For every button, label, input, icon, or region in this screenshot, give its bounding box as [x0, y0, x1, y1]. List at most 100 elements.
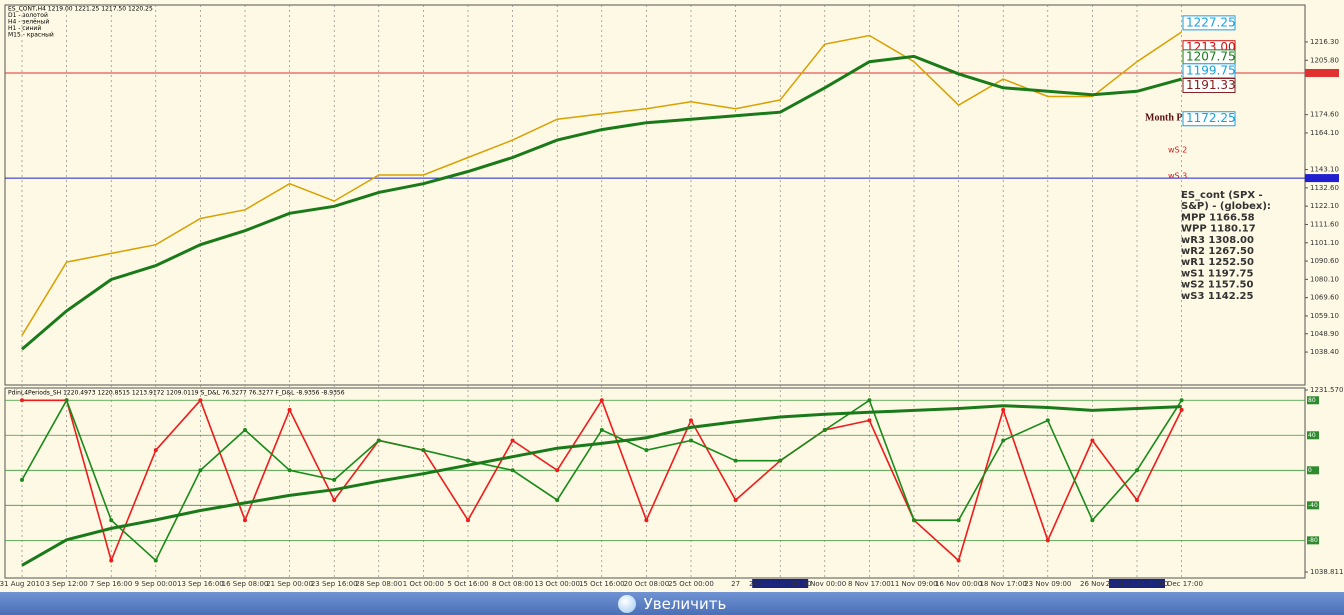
x-tick-label: 15 Oct 16:00	[579, 580, 625, 588]
x-tick-label: 31 Aug 2010	[0, 580, 44, 588]
osc-tick-box	[1307, 396, 1319, 405]
annotation: wS 3	[1168, 172, 1187, 181]
osc-point	[555, 468, 560, 473]
osc-tick-label: 40	[1308, 432, 1316, 439]
x-tick-label: 27	[731, 580, 740, 588]
pivot-tag-box	[1182, 63, 1236, 79]
osc-tick-box	[1307, 431, 1319, 440]
x-tick-label: 13 Sep 16:00	[177, 580, 224, 588]
pivot-tag-box	[1182, 77, 1236, 93]
legend-line: D1 - золотой	[8, 12, 48, 19]
osc-point	[20, 398, 24, 403]
osc-point	[198, 398, 203, 403]
osc-tick-label: -40	[1308, 502, 1318, 509]
pivot-tag-label: 1227.25	[1186, 15, 1236, 29]
annotation: Month Pivot	[1145, 112, 1199, 123]
pivot-tag-label: 1172.25	[1186, 111, 1236, 125]
osc-point	[1135, 468, 1139, 473]
y-tick-label: 1090.60	[1310, 257, 1339, 265]
osc-point	[466, 518, 470, 523]
osc-point	[64, 398, 69, 403]
osc-point	[956, 558, 961, 563]
x-tick-label: 16 Sep 08:00	[222, 580, 269, 588]
x-tick-label: 4 Nov 00:00	[803, 580, 846, 588]
info-line: S&P) - (globex):	[1181, 201, 1271, 212]
pivot-tag-label: 1191.33	[1186, 78, 1236, 92]
price-line	[21, 54, 1182, 351]
main-frame	[4, 4, 1306, 386]
y-tick-label: 1143.10	[1310, 166, 1339, 174]
info-panel: ES_cont (SPX -S&P) - (globex):MPP 1166.5…	[1181, 190, 1271, 302]
zoom-icon	[617, 594, 636, 613]
y-tick-label: 1080.10	[1310, 275, 1339, 283]
x-tick-label: 3 Sep 12:00	[45, 580, 87, 588]
osc-point	[421, 448, 426, 453]
osc-point	[555, 498, 560, 503]
osc-point	[1179, 407, 1184, 412]
osc-point	[733, 498, 738, 503]
x-tick-label: 2010.11.01 00:00	[749, 580, 811, 588]
y-tick-label: 1069.60	[1310, 294, 1339, 302]
osc-tick-label: -80	[1308, 537, 1318, 544]
osc-point	[599, 428, 604, 433]
osc-point	[332, 498, 337, 503]
osc-line	[21, 404, 1182, 567]
y-tick-label: 1132.60	[1310, 184, 1339, 192]
x-tick-label: 2010.12.01 00:00	[1106, 580, 1168, 588]
osc-point	[20, 477, 24, 482]
zoom-button[interactable]: Увеличить	[0, 592, 1344, 615]
osc-point	[599, 398, 604, 403]
osc-point	[1135, 498, 1139, 503]
header: ES_CONT,H4 1219.00 1221.25 1217.50 1220.…	[8, 6, 153, 39]
info-line: wS2 1157.50	[1181, 280, 1253, 291]
osc-title: PdinL4Periods_SH 1220.4973 1220.8515 121…	[8, 390, 345, 397]
annotation: wS 2	[1168, 146, 1187, 155]
x-tick-label: 26 Nov	[1080, 580, 1105, 588]
x-tick-label: 8 Oct 08:00	[492, 580, 533, 588]
legend-line: ES_CONT,H4 1219.00 1221.25 1217.50 1220.…	[8, 6, 153, 13]
pivot-tag-label: 1207.75	[1186, 49, 1236, 63]
y-tick-label: 1101.10	[1310, 239, 1339, 247]
pivot-tag-box	[1182, 111, 1236, 127]
osc-point	[1090, 438, 1095, 443]
x-tick-label: 1 Oct 00:00	[403, 580, 444, 588]
x-tick-label: 3 Dec 17:00	[1160, 580, 1203, 588]
osc-point	[644, 448, 649, 453]
y-tick-label: 1164.10	[1310, 129, 1339, 137]
osc-point	[689, 438, 693, 443]
osc-point	[510, 438, 515, 443]
osc-point	[1045, 418, 1050, 423]
x-tick-label: 11 Nov 09:00	[890, 580, 937, 588]
x-tick-label: 13 Oct 00:00	[534, 580, 580, 588]
osc-point	[109, 558, 114, 563]
pivot-tag-label: 1199.75	[1186, 63, 1236, 77]
background	[0, 0, 1344, 592]
x-tick-label: 16 Nov 00:00	[935, 580, 982, 588]
y-tick-label: 1174.60	[1310, 111, 1339, 119]
level-tag	[1305, 174, 1339, 183]
level-tag	[1305, 68, 1339, 77]
legend-line: H4 - зелёный	[8, 19, 49, 26]
info-line: wR2 1267.50	[1181, 246, 1254, 257]
x-tick-label: 23 Sep 16:00	[311, 580, 358, 588]
x-tick-label: 23 Nov 09:00	[1024, 580, 1071, 588]
x-tick-label: 9 Sep 00:00	[135, 580, 177, 588]
legend-line: H1 - синий	[8, 25, 41, 32]
zoom-label: Увеличить	[643, 594, 727, 613]
osc-point	[466, 458, 470, 463]
osc-point	[153, 558, 158, 563]
osc-point	[1045, 538, 1050, 543]
osc-point	[644, 518, 649, 523]
y-tick-label: 1048.90	[1310, 330, 1339, 338]
y-tick-label: 1205.80	[1310, 56, 1339, 64]
pivot-tag-box	[1182, 15, 1236, 31]
osc-point	[1090, 518, 1095, 523]
price-line	[21, 31, 1183, 336]
y2-tick-label: 1231.570	[1310, 386, 1343, 394]
x-tick-label: 7 Sep 16:00	[90, 580, 132, 588]
info-line: ES_cont (SPX -	[1181, 190, 1263, 201]
info-line: wS1 1197.75	[1181, 268, 1253, 279]
osc-point	[867, 398, 872, 403]
x-tick-label: 28 Sep 08:00	[355, 580, 402, 588]
info-line: wS3 1142.25	[1181, 291, 1253, 302]
